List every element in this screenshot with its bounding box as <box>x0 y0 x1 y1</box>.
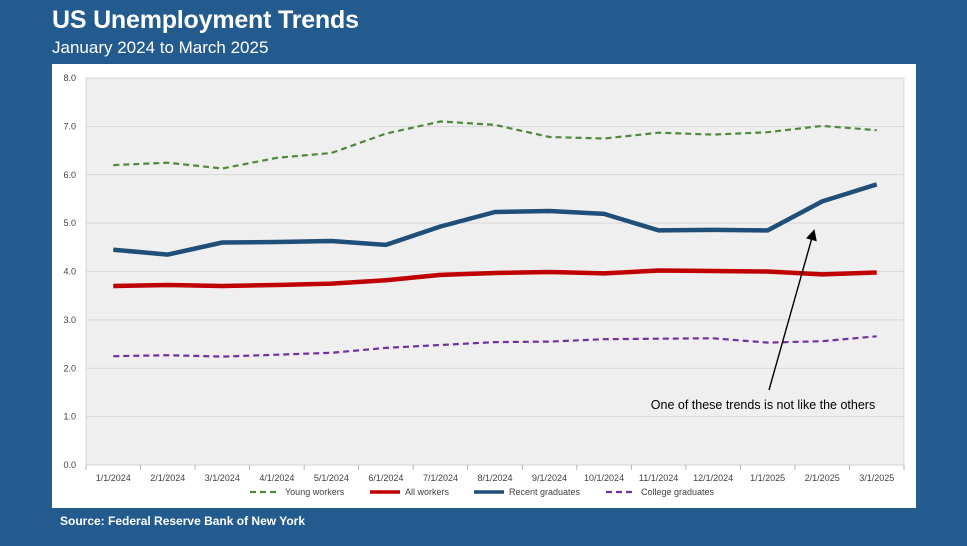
legend-label: Young workers <box>285 487 345 497</box>
y-tick-label: 2.0 <box>63 363 76 373</box>
annotation-text: One of these trends is not like the othe… <box>651 398 875 412</box>
y-tick-label: 0.0 <box>63 460 76 470</box>
series-line-college-graduates <box>113 335 877 358</box>
legend-label: College graduates <box>641 487 715 497</box>
y-tick-label: 3.0 <box>63 315 76 325</box>
x-tick-label: 8/1/2024 <box>477 473 512 483</box>
line-chart: 0.0 1.0 2.0 3.0 4.0 5.0 6.0 7.0 8.0 1/1/2024 2/1/… <box>63 73 905 497</box>
y-tick-label: 5.0 <box>63 218 76 228</box>
y-tick-label: 8.0 <box>63 73 76 83</box>
chart-panel: 0.0 1.0 2.0 3.0 4.0 5.0 6.0 7.0 8.0 1/1/2024 2/1/… <box>52 64 916 508</box>
x-tick-label: 11/1/2024 <box>639 473 678 483</box>
page-subtitle: January 2024 to March 2025 <box>52 38 269 57</box>
annotation-arrow <box>768 229 817 391</box>
page-title: US Unemployment Trends <box>52 6 359 34</box>
x-tick-label: 9/1/2024 <box>532 473 567 483</box>
x-tick-label: 1/1/2025 <box>750 473 785 483</box>
x-tick-label: 4/1/2024 <box>259 473 294 483</box>
legend-label: All workers <box>405 487 450 497</box>
x-tick-label: 12/1/2024 <box>693 473 733 483</box>
x-tick-label: 3/1/2025 <box>859 473 894 483</box>
series-line-young-workers <box>113 120 877 170</box>
x-tick-label: 1/1/2024 <box>96 473 131 483</box>
x-tick-label: 10/1/2024 <box>584 473 624 483</box>
series-line-all-workers <box>113 268 877 289</box>
x-tick-label: 7/1/2024 <box>423 473 458 483</box>
x-tick-label: 6/1/2024 <box>368 473 403 483</box>
x-tick-label: 2/1/2025 <box>805 473 840 483</box>
x-tick-label: 2/1/2024 <box>150 473 185 483</box>
y-tick-label: 6.0 <box>63 170 76 180</box>
y-tick-label: 4.0 <box>63 267 76 277</box>
x-tick-label: 5/1/2024 <box>314 473 349 483</box>
legend-label: Recent graduates <box>509 487 581 497</box>
source-note: Source: Federal Reserve Bank of New York <box>60 514 305 528</box>
series-line-recent-graduates <box>113 182 878 257</box>
y-tick-label: 7.0 <box>63 121 76 131</box>
y-tick-label: 1.0 <box>63 412 76 422</box>
x-tick-label: 3/1/2024 <box>205 473 240 483</box>
